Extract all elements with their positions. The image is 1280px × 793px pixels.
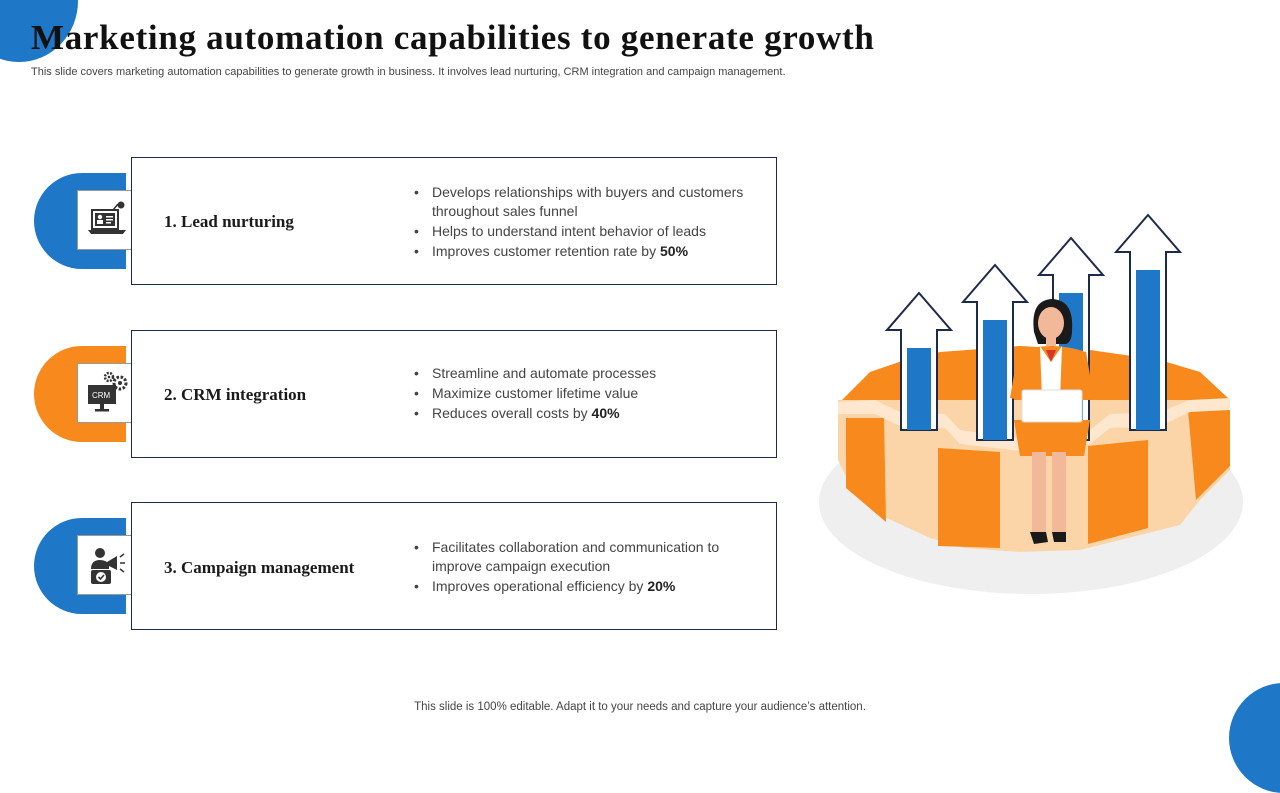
bullet-item: Improves customer retention rate by 50% <box>414 242 744 261</box>
card-label: 3. Campaign management <box>164 558 355 577</box>
corner-decoration-bottom-right <box>1229 683 1280 793</box>
capability-card-campaign-management: 3. Campaign management Facilitates colla… <box>34 502 778 630</box>
card-panel: 1. Lead nurturing Develops relationships… <box>131 157 777 285</box>
svg-text:CRM: CRM <box>92 391 111 400</box>
page-subtitle: This slide covers marketing automation c… <box>31 66 786 78</box>
capability-card-crm-integration: CRM 2. CRM integration Streamline and au… <box>34 330 778 458</box>
bullet-item: Develops relationships with buyers and c… <box>414 183 744 220</box>
bullet-item: Helps to understand intent behavior of l… <box>414 222 744 241</box>
crm-monitor-gears-icon: CRM <box>77 363 137 423</box>
card-label: 1. Lead nurturing <box>164 212 294 231</box>
bullet-item: Improves operational efficiency by 20% <box>414 577 744 596</box>
bullet-item: Maximize customer lifetime value <box>414 384 744 403</box>
bullet-item: Streamline and automate processes <box>414 364 744 383</box>
page-footer: This slide is 100% editable. Adapt it to… <box>414 701 866 713</box>
bullet-item: Facilitates collaboration and communicat… <box>414 538 744 575</box>
woman-on-gear-growth-arrows-illustration <box>815 205 1247 605</box>
card-panel: 3. Campaign management Facilitates colla… <box>131 502 777 630</box>
card-bullets: Facilitates collaboration and communicat… <box>414 538 744 597</box>
capability-card-lead-nurturing: 1. Lead nurturing Develops relationships… <box>34 157 778 285</box>
page-title: Marketing automation capabilities to gen… <box>31 18 875 57</box>
bullet-item: Reduces overall costs by 40% <box>414 404 744 423</box>
card-label: 2. CRM integration <box>164 385 307 404</box>
card-bullets: Streamline and automate processes Maximi… <box>414 364 744 424</box>
laptop-analytics-icon <box>77 190 137 250</box>
card-bullets: Develops relationships with buyers and c… <box>414 183 744 262</box>
campaign-megaphone-icon <box>77 535 137 595</box>
card-panel: 2. CRM integration Streamline and automa… <box>131 330 777 458</box>
